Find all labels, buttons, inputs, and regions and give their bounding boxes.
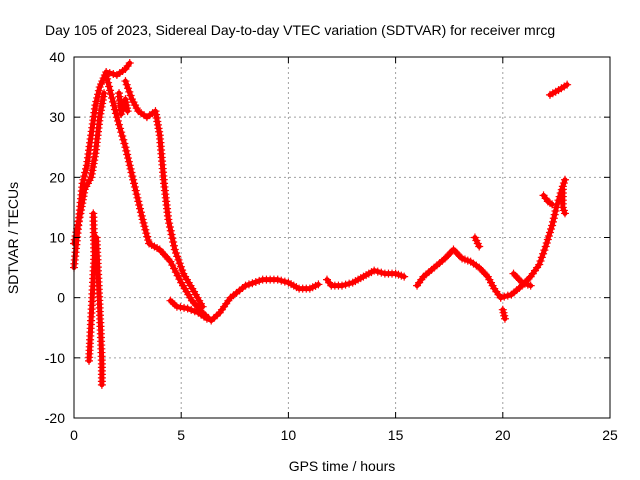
series-hump: [413, 245, 505, 302]
y-tick-label: 20: [49, 169, 65, 185]
x-tick-label: 20: [495, 427, 511, 443]
chart-title: Day 105 of 2023, Sidereal Day-to-day VTE…: [45, 22, 555, 38]
y-axis-label: SDTVAR / TECUs: [5, 182, 21, 294]
y-tick-label: 40: [49, 49, 65, 65]
plus-markers: [92, 233, 106, 389]
plus-markers: [413, 245, 505, 302]
y-tick-label: -10: [45, 350, 65, 366]
series-top-right: [545, 80, 572, 99]
x-tick-label: 25: [602, 427, 618, 443]
x-tick-label: 15: [388, 427, 404, 443]
data-series: [70, 59, 572, 389]
plus-markers: [121, 77, 207, 311]
axis-ticks: 0 5 10 15 20 25 -20 -10 0 10 20 30 40: [45, 49, 618, 443]
series-drop-b: [92, 233, 106, 389]
plus-markers: [166, 296, 211, 323]
x-tick-label: 10: [281, 427, 297, 443]
x-tick-label: 0: [70, 427, 78, 443]
plus-markers: [70, 59, 134, 272]
y-tick-label: 0: [57, 290, 65, 306]
series-spikes: [115, 89, 132, 119]
series-outer-descent: [121, 77, 207, 311]
series-dip: [498, 305, 509, 323]
plus-markers: [539, 191, 557, 209]
plus-markers: [322, 266, 409, 290]
plus-markers: [558, 185, 569, 218]
y-tick-label: -20: [45, 410, 65, 426]
series-mid-segment: [322, 266, 409, 290]
grid: [74, 57, 610, 418]
plus-markers: [498, 305, 509, 323]
series-hook: [496, 175, 569, 302]
plus-markers: [545, 80, 572, 99]
series-band: [472, 235, 482, 250]
y-tick-label: 10: [49, 230, 65, 246]
series-hook-blob: [539, 191, 557, 209]
series-low-segment: [166, 296, 211, 323]
x-tick-label: 5: [177, 427, 185, 443]
x-axis-label: GPS time / hours: [289, 458, 396, 474]
series-band: [498, 177, 568, 301]
series-hump-small: [470, 233, 484, 251]
plus-markers: [509, 269, 535, 290]
plus-markers: [470, 233, 484, 251]
plus-markers: [115, 89, 132, 119]
series-rise-left-2: [70, 89, 109, 248]
series-rise-left: [70, 59, 134, 272]
series-hook-tail: [558, 185, 569, 218]
y-tick-label: 30: [49, 109, 65, 125]
series-hook-inner: [509, 269, 535, 290]
